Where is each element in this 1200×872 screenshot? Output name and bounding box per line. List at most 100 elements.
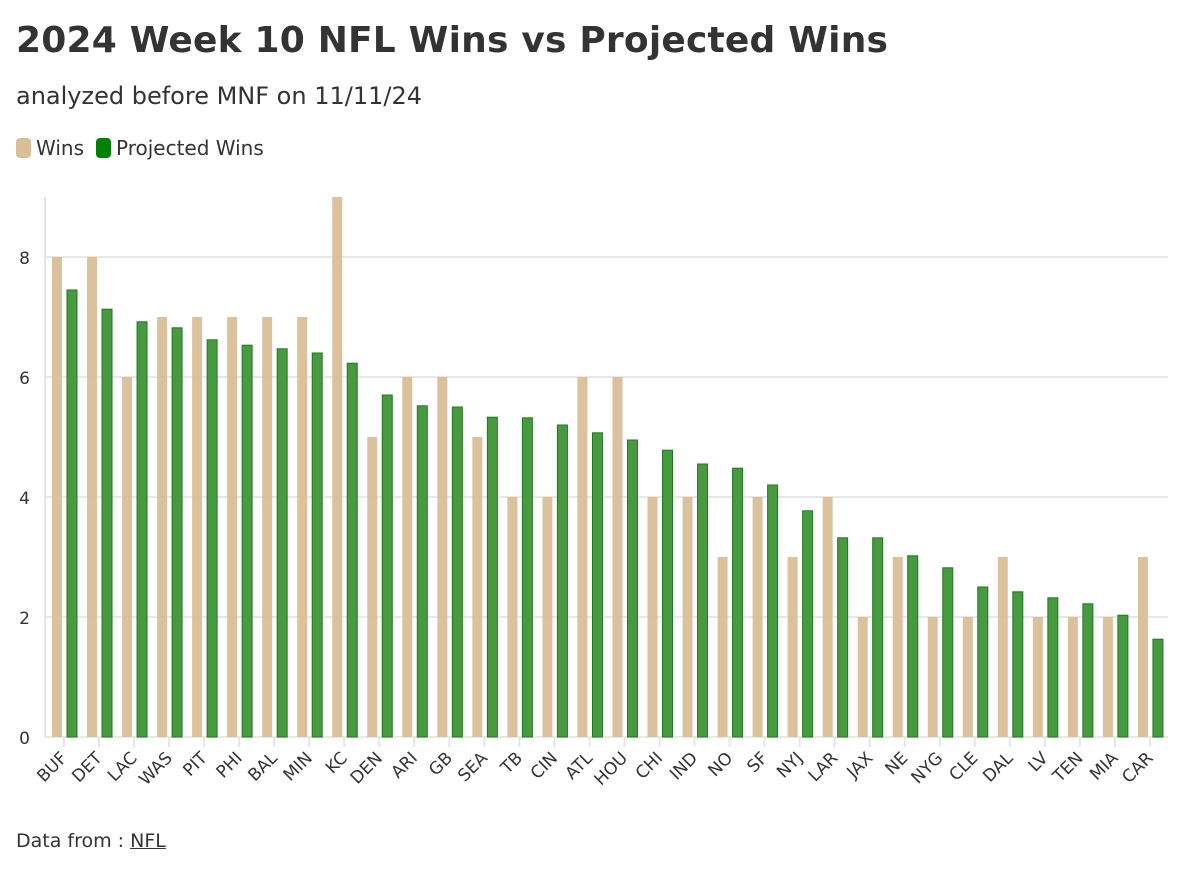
legend-swatch-wins [16,138,31,158]
bar-wins-phi [227,317,238,737]
bar-projected-was [171,327,183,738]
bar-wins-mia [1102,617,1113,737]
y-tick-label: 4 [19,489,30,509]
bar-wins-jax [857,617,868,737]
legend-label-projected: Projected Wins [116,136,264,160]
bar-projected-sf [767,484,779,738]
x-tick-label: LAR [804,748,842,786]
bar-projected-tb [521,417,533,738]
bar-wins-gb [437,377,448,737]
bar-wins-det [87,257,98,737]
bar-projected-lv [1047,597,1059,738]
bar-wins-lar [822,497,833,737]
bar-projected-ari [416,405,428,738]
bar-projected-ind [697,463,709,738]
bar-projected-bal [276,348,288,738]
y-tick-label: 8 [19,249,30,269]
bar-wins-hou [612,377,623,737]
bar-wins-ten [1067,617,1078,737]
bar-projected-lac [136,321,148,738]
x-tick-label: CHI [632,748,667,783]
bar-projected-ne [907,555,919,738]
x-tick-label: CIN [527,748,562,783]
x-tick-label: BUF [33,748,71,786]
bar-projected-den [381,394,393,738]
bar-projected-pit [206,339,218,738]
bar-wins-cin [542,497,553,737]
bar-wins-min [297,317,308,737]
bar-wins-car [1137,557,1148,737]
bar-wins-kc [332,197,343,737]
bar-projected-chi [662,449,674,738]
bar-wins-atl [577,377,588,737]
x-tick-label: ARI [388,748,422,782]
bar-projected-no [732,467,744,738]
bar-wins-sf [752,497,763,737]
bar-wins-dal [997,557,1008,737]
bar-projected-det [101,308,113,738]
bar-wins-sea [472,437,483,737]
x-tick-label: TEN [1049,748,1088,787]
x-tick-label: BAL [244,748,282,786]
x-tick-label: HOU [591,748,632,789]
bar-projected-sea [486,416,498,738]
footer: Data from : NFL [16,830,166,852]
bar-wins-no [717,557,728,737]
x-tick-label: CLE [945,748,982,785]
bar-wins-lv [1032,617,1043,737]
bar-projected-dal [1012,591,1024,738]
x-tick-label: PIT [179,748,212,781]
bar-wins-cle [962,617,973,737]
bar-projected-gb [451,406,463,738]
bar-wins-ne [892,557,903,737]
bar-wins-chi [647,497,658,737]
bar-projected-ten [1082,603,1094,738]
x-tick-label: CAR [1118,748,1157,787]
bar-wins-tb [507,497,518,737]
bar-projected-min [311,352,323,738]
bar-wins-ind [682,497,693,737]
x-tick-label: LAC [104,748,142,786]
y-tick-label: 2 [19,609,30,629]
bar-wins-bal [262,317,273,737]
legend-swatch-projected [96,138,111,158]
x-tick-label: NO [705,748,738,781]
x-tick-label: JAX [843,748,878,783]
x-tick-label: DET [68,748,107,787]
legend: Wins Projected Wins [16,136,270,160]
x-tick-label: NYJ [773,748,807,782]
y-tick-label: 0 [19,729,30,749]
bar-wins-den [367,437,378,737]
bar-projected-buf [66,289,78,738]
bar-wins-nyg [927,617,938,737]
bar-projected-hou [626,439,638,738]
legend-item-projected: Projected Wins [96,136,264,160]
chart-subtitle: analyzed before MNF on 11/11/24 [16,82,422,110]
legend-label-wins: Wins [36,136,84,160]
legend-item-wins: Wins [16,136,84,160]
bar-wins-pit [192,317,203,737]
x-tick-label: PHI [213,748,247,782]
x-tick-label: MIA [1086,748,1123,785]
bar-projected-cle [977,586,989,738]
x-tick-label: SF [743,748,772,777]
x-tick-label: NYG [907,748,947,788]
bar-projected-lar [837,537,849,738]
x-tick-label: TB [496,748,526,778]
x-tick-label: IND [666,748,702,784]
source-link[interactable]: NFL [130,830,166,852]
x-tick-label: DEN [347,748,387,788]
bar-projected-nyj [802,510,814,738]
x-tick-label: SEA [454,748,492,786]
x-tick-label: MIN [280,748,317,785]
bar-wins-nyj [787,557,798,737]
bar-projected-cin [556,424,568,738]
bar-projected-atl [591,432,603,738]
bar-wins-ari [402,377,413,737]
x-tick-label: GB [425,748,457,780]
chart-title: 2024 Week 10 NFL Wins vs Projected Wins [16,20,889,61]
bar-wins-lac [122,377,133,737]
y-tick-label: 6 [19,369,30,389]
bar-projected-mia [1117,614,1129,738]
